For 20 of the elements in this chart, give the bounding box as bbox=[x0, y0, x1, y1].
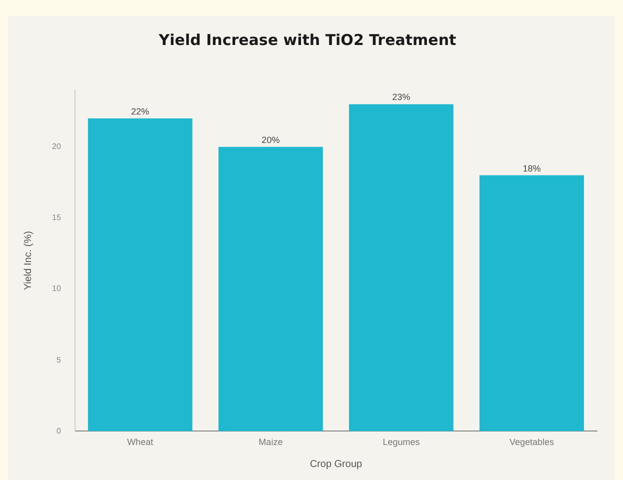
y-tick-label: 5 bbox=[56, 355, 62, 364]
bar bbox=[88, 118, 192, 432]
data-label: 22% bbox=[131, 106, 150, 116]
y-tick-label: 0 bbox=[56, 426, 62, 436]
y-axis-title: Yield Inc. (%) bbox=[22, 231, 34, 290]
bar bbox=[349, 104, 454, 432]
bar bbox=[480, 175, 584, 432]
x-tick-label: Maize bbox=[258, 437, 283, 448]
chart-title: Yield Increase with TiO2 Treatment bbox=[158, 30, 456, 49]
x-axis-title: Crop Group bbox=[310, 458, 363, 470]
y-tick-label: 20 bbox=[52, 142, 62, 152]
x-tick-label: Vegetables bbox=[509, 437, 554, 448]
data-label: 18% bbox=[522, 163, 541, 174]
y-tick-label: 15 bbox=[52, 213, 62, 222]
bar bbox=[218, 146, 323, 432]
x-tick-label: Wheat bbox=[127, 437, 154, 448]
data-label: 20% bbox=[262, 134, 280, 145]
y-tick-label: 10 bbox=[52, 284, 62, 294]
data-label: 23% bbox=[392, 92, 410, 102]
x-tick-label: Legumes bbox=[382, 437, 420, 448]
